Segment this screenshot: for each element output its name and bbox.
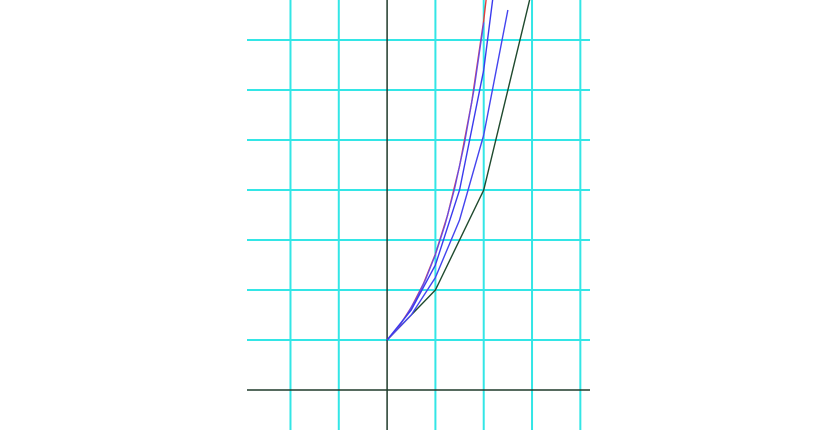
series-lines [386,0,531,341]
series-line-2 [386,9,509,341]
grid-lines [247,0,590,430]
series-line-5 [386,0,494,341]
axes [247,0,590,430]
